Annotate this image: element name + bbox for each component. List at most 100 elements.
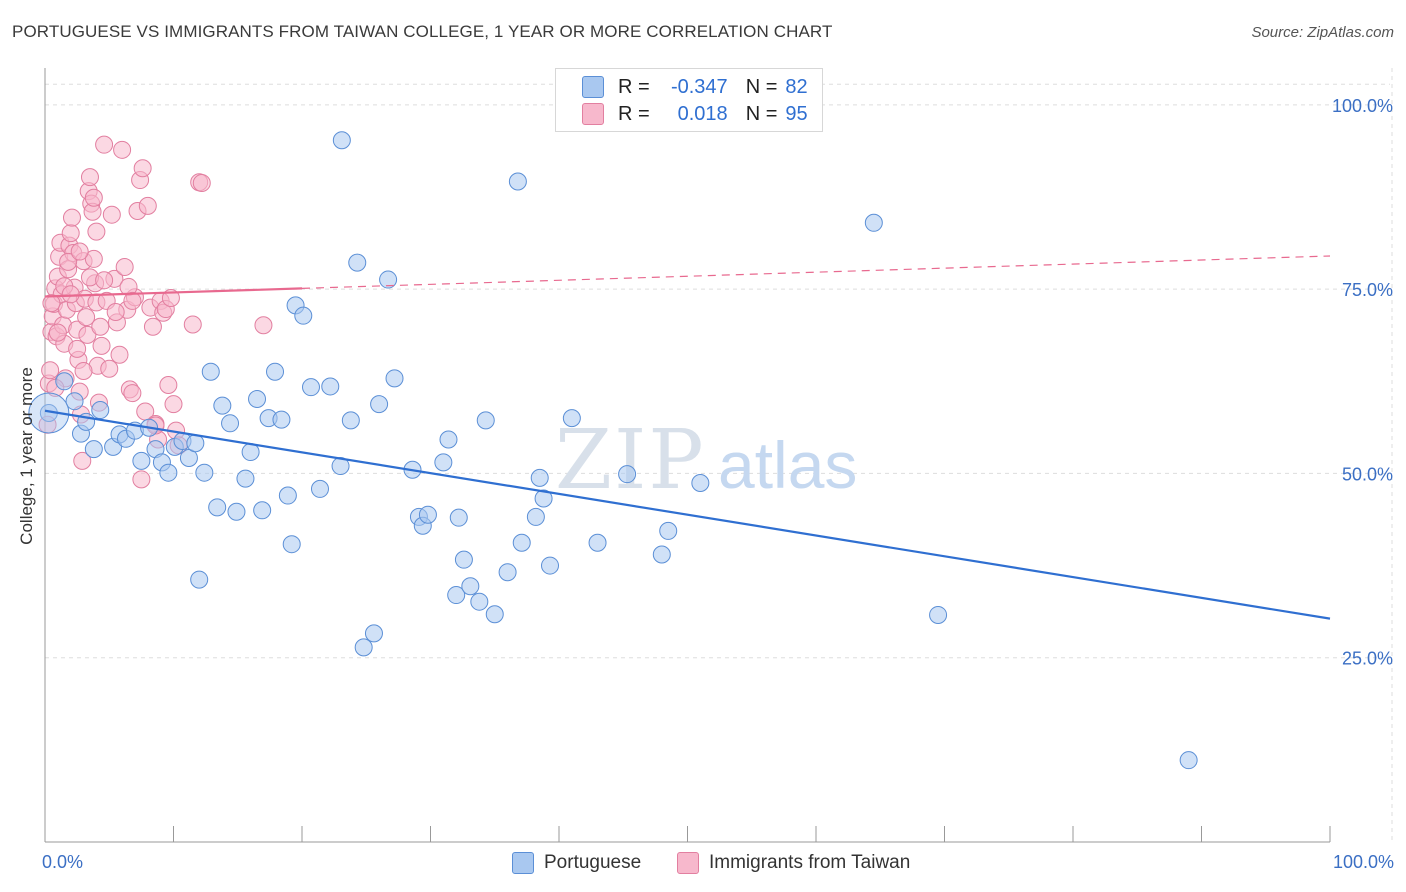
portuguese-point — [530, 468, 549, 487]
y-tick-labels: 25.0% 50.0% 75.0% 100.0% — [1332, 96, 1393, 669]
taiwan-point — [41, 361, 60, 380]
taiwan-point — [106, 302, 125, 321]
portuguese-point — [659, 521, 678, 540]
portuguese-point — [534, 489, 553, 508]
taiwan-point — [62, 208, 81, 227]
legend-label-taiwan: Immigrants from Taiwan — [709, 852, 911, 873]
portuguese-point — [454, 550, 473, 569]
taiwan-point — [68, 339, 87, 358]
portuguese-point — [364, 624, 383, 643]
portuguese-point — [508, 172, 527, 191]
trend-lines — [44, 255, 1331, 620]
trend-line-taiwan-dashed — [301, 255, 1331, 290]
taiwan-point — [123, 291, 142, 310]
taiwan-point — [42, 294, 61, 313]
taiwan-point — [254, 316, 273, 335]
portuguese-point — [208, 498, 227, 517]
portuguese-point — [864, 213, 883, 232]
portuguese-point — [379, 270, 398, 289]
legend-item-taiwan: Immigrants from Taiwan — [677, 852, 910, 874]
trend-line-portuguese — [44, 409, 1331, 620]
portuguese-point — [91, 401, 110, 420]
series-portuguese-points — [28, 131, 1198, 770]
portuguese-point-cluster — [28, 392, 70, 434]
taiwan-point — [77, 308, 96, 327]
portuguese-point — [447, 586, 466, 605]
taiwan-point — [192, 173, 211, 192]
taiwan-point — [80, 168, 99, 187]
taiwan-point — [95, 271, 114, 290]
taiwan-point — [61, 224, 80, 243]
portuguese-point — [470, 592, 489, 611]
chart-title: PORTUGUESE VS IMMIGRANTS FROM TAIWAN COL… — [12, 22, 833, 41]
portuguese-point — [370, 395, 389, 414]
legend-r-value: -0.347 — [670, 75, 728, 98]
portuguese-point — [195, 463, 214, 482]
portuguese-point — [236, 469, 255, 488]
portuguese-point — [354, 638, 373, 657]
taiwan-point — [95, 135, 114, 154]
portuguese-point — [1179, 751, 1198, 770]
portuguese-point — [253, 501, 272, 520]
watermark-zip: ZIP — [555, 413, 706, 508]
portuguese-point — [485, 605, 504, 624]
taiwan-point — [110, 345, 129, 364]
portuguese-point — [84, 440, 103, 459]
taiwan-point — [91, 317, 110, 336]
legend-row-taiwan: R = 0.018 N = 95 — [582, 102, 808, 126]
portuguese-point — [272, 410, 291, 429]
portuguese-point — [434, 453, 453, 472]
legend-swatch-blue — [512, 852, 534, 874]
portuguese-point — [248, 389, 267, 408]
portuguese-point — [201, 362, 220, 381]
taiwan-point — [123, 384, 142, 403]
legend-n-label: N = — [745, 102, 778, 125]
taiwan-point — [92, 336, 111, 355]
portuguese-point — [159, 463, 178, 482]
portuguese-point — [526, 507, 545, 526]
legend-row-portuguese: R = -0.347 N = 82 — [582, 75, 808, 99]
portuguese-point — [618, 465, 637, 484]
portuguese-point — [221, 414, 240, 433]
portuguese-point — [278, 486, 297, 505]
taiwan-point — [70, 242, 89, 261]
legend-n-value: 95 — [785, 102, 808, 125]
portuguese-point — [332, 131, 351, 150]
taiwan-point — [138, 196, 157, 215]
portuguese-point — [348, 253, 367, 272]
y-tick-label: 75.0% — [1342, 280, 1393, 300]
taiwan-point — [61, 285, 80, 304]
taiwan-point — [100, 359, 119, 378]
portuguese-point — [213, 396, 232, 415]
portuguese-point — [439, 430, 458, 449]
portuguese-point — [227, 502, 246, 521]
legend-r-label: R = — [618, 75, 650, 98]
taiwan-point — [59, 252, 78, 271]
portuguese-point — [418, 505, 437, 524]
portuguese-point — [310, 479, 329, 498]
portuguese-point — [562, 409, 581, 428]
axes — [44, 68, 1331, 843]
y-tick-label: 25.0% — [1342, 649, 1393, 669]
y-axis-label: College, 1 year or more — [17, 367, 36, 545]
legend-swatch-pink — [582, 103, 604, 125]
portuguese-point — [385, 369, 404, 388]
legend-n-value: 82 — [785, 75, 808, 98]
x-tick-max: 100.0% — [1332, 852, 1394, 872]
portuguese-point — [588, 533, 607, 552]
watermark: ZIP atlas — [555, 413, 857, 508]
legend-n-label: N = — [745, 75, 778, 98]
portuguese-point — [929, 605, 948, 624]
portuguese-point — [294, 306, 313, 325]
x-tick-min: 0.0% — [42, 852, 84, 872]
taiwan-point — [113, 140, 132, 159]
portuguese-point — [541, 556, 560, 575]
portuguese-point — [55, 372, 74, 391]
taiwan-point — [102, 205, 121, 224]
watermark-atlas: atlas — [718, 428, 857, 502]
portuguese-point — [132, 451, 151, 470]
legend-swatch-pink — [677, 852, 699, 874]
chart-source: Source: ZipAtlas.com — [1251, 24, 1394, 41]
taiwan-point — [78, 325, 97, 344]
